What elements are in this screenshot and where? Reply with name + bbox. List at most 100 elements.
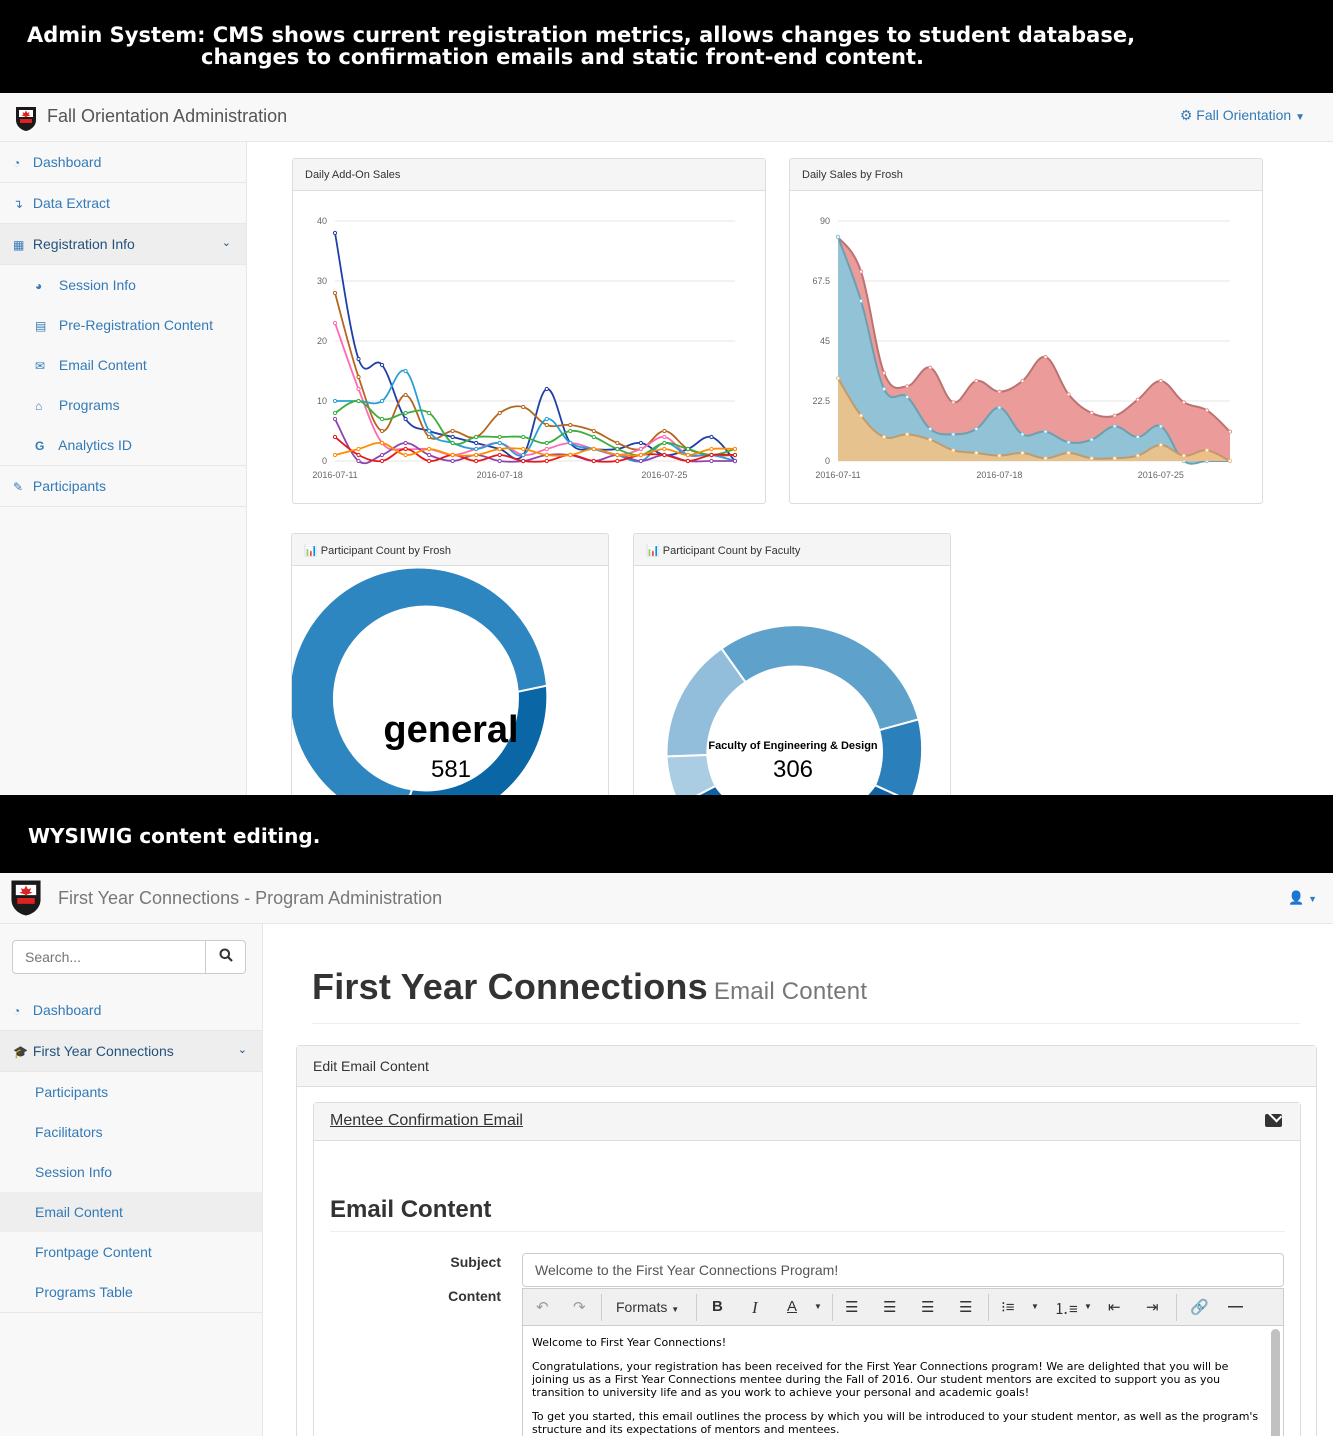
data-point (974, 450, 979, 456)
data-point (709, 434, 714, 440)
caption-line-1: Admin System: CMS shows current registra… (27, 23, 1136, 47)
sidebar-item-label: Programs (58, 397, 120, 413)
horizontal-rule-icon[interactable]: — (1228, 1298, 1243, 1315)
caret-down-icon[interactable]: ▼ (1031, 1302, 1039, 1311)
sidebar-item-pre-registration-content[interactable]: ▤ Pre-Registration Content (0, 305, 246, 345)
data-point (1227, 458, 1233, 464)
toolbar-divider (601, 1294, 602, 1321)
bullet-list-icon[interactable]: ⁝≡ (1001, 1299, 1015, 1316)
google-icon: G (35, 439, 45, 453)
data-point (1066, 392, 1071, 397)
sidebar-item-first-year-connections[interactable]: 🎓 First Year Connections ⌄ (0, 1031, 262, 1072)
y-tick-label: 45 (820, 336, 830, 346)
data-point (474, 434, 479, 440)
subject-input[interactable] (522, 1253, 1284, 1287)
align-left-icon[interactable]: ☰ (845, 1299, 859, 1316)
data-point (450, 458, 455, 464)
sidebar-item-label: Participants (32, 478, 107, 494)
sidebar-item-facilitators[interactable]: Facilitators (35, 1124, 103, 1140)
data-point (521, 452, 526, 458)
data-point (1020, 432, 1025, 437)
sidebar-item-analytics-id[interactable]: G Analytics ID (0, 425, 246, 465)
crest-logo-icon (11, 880, 41, 916)
redo-icon[interactable]: ↷ (573, 1299, 586, 1316)
editor-scrollbar[interactable] (1271, 1329, 1280, 1436)
fall-orientation-menu[interactable]: ⚙ Fall Orientation ▼ (1180, 107, 1305, 124)
user-icon: 👤 (1288, 890, 1305, 905)
sidebar-item-data-extract[interactable]: ↴ Data Extract (0, 183, 246, 224)
data-point (427, 446, 432, 452)
undo-icon[interactable]: ↶ (536, 1299, 549, 1316)
level-down-icon: ↴ (13, 197, 24, 211)
user-menu[interactable]: 👤 ▼ (1288, 890, 1317, 906)
sidebar-item-label: First Year Connections (32, 1043, 174, 1059)
panel-heading: Edit Email Content (297, 1046, 1316, 1087)
link-icon[interactable]: 🔗 (1190, 1299, 1209, 1316)
dashboard-icon: ◔ (13, 156, 21, 170)
fyc-admin-screenshot: First Year Connections - Program Adminis… (0, 873, 1333, 1436)
data-point (974, 426, 979, 432)
search-input[interactable] (13, 941, 206, 973)
data-point (403, 440, 408, 446)
data-point (1227, 429, 1233, 434)
caption-text: WYSIWIG content editing. (28, 824, 321, 848)
sidebar-item-registration-info[interactable]: ▦ Registration Info ⌄ (0, 224, 246, 265)
sidebar-item-frontpage-content[interactable]: Frontpage Content (35, 1244, 152, 1260)
align-center-icon[interactable]: ☰ (883, 1299, 897, 1316)
data-point (615, 458, 620, 464)
data-point (1089, 437, 1094, 442)
data-point (1204, 408, 1210, 413)
data-point (662, 440, 667, 446)
sidebar-item-dashboard[interactable]: ◔ Dashboard (0, 142, 246, 183)
calendar-icon: ▦ (13, 238, 25, 252)
panel-heading: Daily Sales by Frosh (790, 159, 1262, 191)
graduation-cap-icon: 🎓 (13, 1045, 28, 1059)
sidebar-item-programs[interactable]: ⌂ Programs (0, 385, 246, 425)
data-point (591, 434, 596, 440)
sidebar-item-email-content[interactable]: Email Content (0, 1192, 262, 1232)
data-point (1089, 456, 1094, 461)
align-justify-icon[interactable]: ☰ (959, 1299, 973, 1316)
caret-down-icon[interactable]: ▼ (1084, 1302, 1092, 1311)
data-point (685, 452, 691, 458)
mentee-confirmation-email-panel: Mentee Confirmation Email Email Content … (313, 1102, 1301, 1436)
donut-slice (696, 784, 725, 795)
data-point (858, 298, 864, 304)
section-divider (330, 1231, 1285, 1232)
sidebar-item-session-info[interactable]: ◕ Session Info (0, 265, 246, 305)
bold-icon[interactable]: B (712, 1298, 723, 1315)
sidebar-item-participants[interactable]: Participants (35, 1084, 109, 1100)
daily-addon-sales-chart: 0 10 20 30 40 2016-07-11 2016-07-18 2016-07-25 (312, 216, 738, 480)
data-point (928, 437, 933, 442)
series-line (334, 232, 736, 462)
numbered-list-icon[interactable]: ⒈≡ (1054, 1301, 1078, 1318)
admin-brand-title[interactable]: Fall Orientation Administration (47, 106, 288, 126)
outdent-icon[interactable]: ⇤ (1108, 1299, 1121, 1316)
data-point (427, 458, 432, 464)
data-point (356, 452, 361, 458)
align-right-icon[interactable]: ☰ (921, 1299, 935, 1316)
sidebar-item-programs-table[interactable]: Programs Table (35, 1284, 133, 1300)
sidebar-item-session-info[interactable]: Session Info (35, 1164, 113, 1180)
donut-slice (409, 684, 549, 795)
editor-paragraph: Congratulations, your registration has b… (532, 1360, 1229, 1399)
search-button[interactable] (205, 941, 245, 973)
editor-body[interactable]: Welcome to First Year Connections! Congr… (523, 1327, 1268, 1436)
caret-down-icon[interactable]: ▼ (814, 1302, 822, 1311)
sidebar-item-email-content[interactable]: ✉ Email Content (0, 345, 246, 385)
data-point (858, 269, 864, 274)
text-color-icon[interactable]: A (787, 1298, 798, 1315)
admin-sidebar: ◔ Dashboard ↴ Data Extract ▦ Registratio… (0, 142, 247, 795)
data-point (951, 400, 956, 405)
x-tick-label: 2016-07-25 (1138, 470, 1184, 480)
fyc-brand-title[interactable]: First Year Connections - Program Adminis… (58, 888, 443, 908)
indent-icon[interactable]: ⇥ (1146, 1299, 1159, 1316)
data-point (1043, 429, 1048, 434)
sidebar-item-dashboard[interactable]: ◔ Dashboard (0, 990, 262, 1031)
mentee-confirmation-email-link[interactable]: Mentee Confirmation Email (330, 1112, 523, 1129)
sidebar-item-participants[interactable]: ✎ Participants (0, 466, 246, 507)
fyc-main-content: First Year Connections Email Content Edit… (263, 924, 1333, 1436)
italic-icon[interactable]: I (752, 1298, 758, 1317)
content-label: Content (448, 1288, 501, 1304)
formats-dropdown[interactable]: Formats ▼ (616, 1299, 679, 1315)
